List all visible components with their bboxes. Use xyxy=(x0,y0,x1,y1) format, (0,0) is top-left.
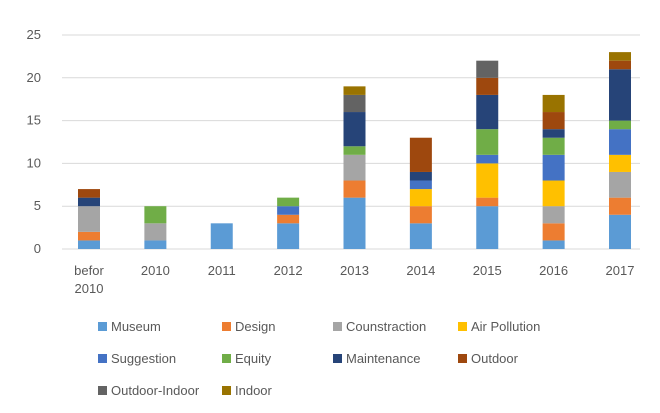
bar-segment xyxy=(78,189,100,198)
x-tick-label: 2017 xyxy=(606,263,635,278)
legend-swatch xyxy=(458,354,467,363)
bar-segment xyxy=(476,94,499,130)
bar-segment xyxy=(476,60,499,78)
x-tick-label: 2010 xyxy=(141,263,170,278)
bar-segment xyxy=(609,60,631,70)
bar-segment xyxy=(542,137,565,155)
bar-segment xyxy=(476,154,499,164)
legend-label: Indoor xyxy=(235,383,273,398)
bar-segment xyxy=(343,86,366,95)
x-tick-label: befor 2010 xyxy=(74,263,104,296)
y-tick-label: 0 xyxy=(34,241,41,256)
legend-swatch xyxy=(98,322,107,331)
bar-segment xyxy=(78,240,100,249)
y-tick-label: 20 xyxy=(27,70,41,85)
bar-segment xyxy=(277,197,300,207)
legend-label: Design xyxy=(235,319,275,334)
bar-segment xyxy=(542,240,565,249)
bar-segment xyxy=(542,180,565,207)
bar-segment xyxy=(409,206,432,224)
bar-segment xyxy=(78,206,100,232)
bar-segment xyxy=(409,223,432,249)
bar-segment xyxy=(144,240,167,249)
legend-swatch xyxy=(458,322,467,331)
bar-segment xyxy=(609,154,631,172)
bar-segment xyxy=(609,129,631,155)
bar-segment xyxy=(409,180,432,190)
bar-segment xyxy=(609,214,631,249)
legend-swatch xyxy=(222,386,231,395)
bar-segment xyxy=(409,189,432,207)
legend-swatch xyxy=(222,322,231,331)
bar-segment xyxy=(343,112,366,147)
legend-label: Suggestion xyxy=(111,351,176,366)
legend-swatch xyxy=(98,386,107,395)
bar-segment xyxy=(476,197,499,207)
bar-segment xyxy=(343,94,366,113)
bar-segment xyxy=(277,214,300,224)
bar-segment xyxy=(144,206,167,224)
bar-segment xyxy=(609,120,631,130)
bar-segment xyxy=(542,94,565,113)
x-tick-label: 2012 xyxy=(274,263,303,278)
bar-segment xyxy=(476,206,499,249)
legend-swatch xyxy=(98,354,107,363)
legend-label: Counstraction xyxy=(346,319,426,334)
legend-label: Outdoor xyxy=(471,351,519,366)
bar-segment xyxy=(609,197,631,215)
bar-segment xyxy=(409,171,432,181)
bar-segment xyxy=(409,137,432,172)
bar-segment xyxy=(343,154,366,181)
bar-segment xyxy=(609,171,631,198)
bar-segment xyxy=(210,223,233,249)
bar-segment xyxy=(609,69,631,121)
bar-segment xyxy=(476,129,499,155)
x-tick-label: 2014 xyxy=(406,263,435,278)
bar-segment xyxy=(343,180,366,198)
bar-segment xyxy=(476,77,499,95)
bar-segment xyxy=(277,223,300,249)
x-tick-label: 2016 xyxy=(539,263,568,278)
y-tick-label: 10 xyxy=(27,155,41,170)
bar-segment xyxy=(78,231,100,241)
bar-segment xyxy=(609,52,631,61)
legend-swatch xyxy=(333,354,342,363)
bar-segment xyxy=(78,197,100,207)
bar-segment xyxy=(277,206,300,215)
bar-segment xyxy=(476,163,499,198)
bar-segment xyxy=(343,146,366,155)
bar-segment xyxy=(343,197,366,249)
legend-label: Museum xyxy=(111,319,161,334)
y-tick-label: 25 xyxy=(27,27,41,42)
bar-segment xyxy=(542,154,565,181)
legend-label: Air Pollution xyxy=(471,319,540,334)
x-tick-label: 2013 xyxy=(340,263,369,278)
bar-segment xyxy=(542,223,565,241)
bar-segment xyxy=(144,223,167,241)
bar-segment xyxy=(542,112,565,130)
legend-label: Equity xyxy=(235,351,272,366)
bar-segment xyxy=(542,206,565,224)
y-tick-label: 5 xyxy=(34,198,41,213)
legend-swatch xyxy=(333,322,342,331)
y-tick-label: 15 xyxy=(27,113,41,128)
x-tick-label: 2015 xyxy=(473,263,502,278)
x-tick-label: 2011 xyxy=(208,263,236,278)
legend-label: Maintenance xyxy=(346,351,420,366)
legend-label: Outdoor-Indoor xyxy=(111,383,200,398)
bar-segment xyxy=(542,129,565,138)
legend-swatch xyxy=(222,354,231,363)
